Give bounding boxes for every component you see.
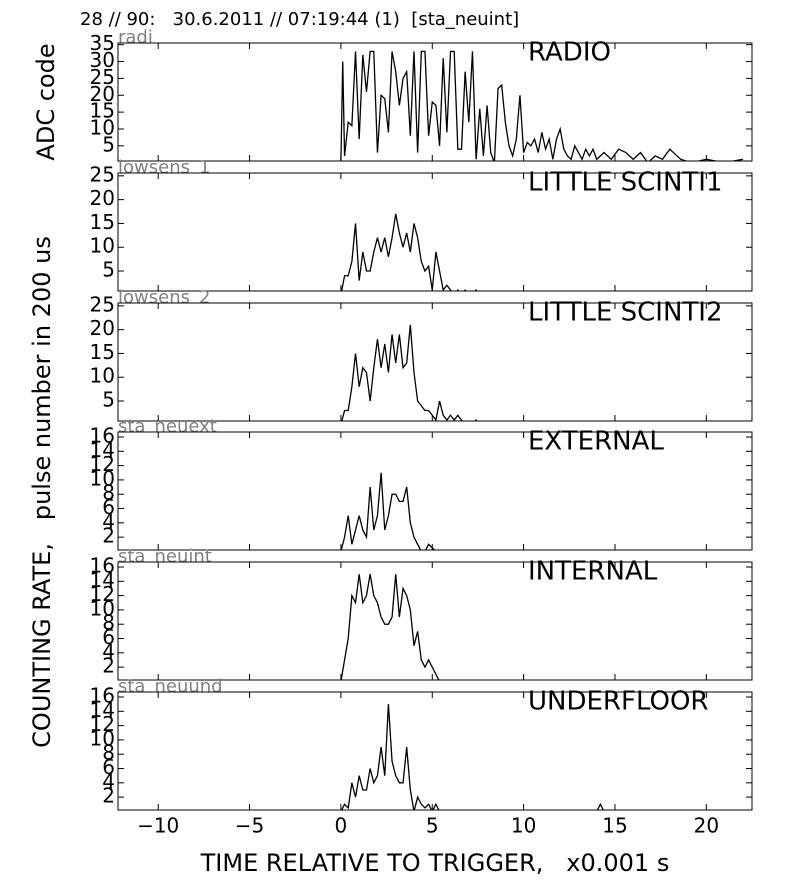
- y-tick-label: 4: [102, 769, 115, 793]
- x-tick-label: 10: [511, 814, 536, 838]
- axes-background: [118, 692, 752, 810]
- y-tick-label: 6: [102, 625, 115, 649]
- y-tick-label: 30: [90, 48, 115, 72]
- x-tick-label: 0: [335, 814, 348, 838]
- y-tick-label: 16: [90, 554, 115, 578]
- data-line: [340, 50, 743, 161]
- y-tick-label: 4: [102, 639, 115, 663]
- y-tick-label: 10: [90, 466, 115, 490]
- x-tick-label: −10: [137, 814, 179, 838]
- axes-frame: [117, 42, 753, 162]
- y-tick-label: 5: [102, 258, 115, 282]
- figure-title: 28 // 90: 30.6.2011 // 07:19:44 (1) [sta…: [80, 9, 519, 30]
- axes-background: [118, 303, 752, 421]
- axes-frame: [117, 431, 753, 551]
- panel-title: LITTLE SCINTI1: [528, 168, 723, 198]
- axes-background: [118, 173, 752, 291]
- y-tick-label: 12: [90, 452, 115, 476]
- y-tick-label: 12: [90, 712, 115, 736]
- data-line: [340, 574, 440, 680]
- panel-title: UNDERFLOOR: [528, 687, 709, 717]
- axes-background: [118, 432, 752, 550]
- y-tick-label: 4: [102, 509, 115, 533]
- y-tick-label: 5: [102, 388, 115, 412]
- y-tick-label: 25: [90, 162, 115, 186]
- y-tick-label: 16: [90, 684, 115, 708]
- x-tick-label: 5: [426, 814, 439, 838]
- data-line: [340, 704, 605, 810]
- data-line: [340, 472, 436, 550]
- y-tick-label: 6: [102, 495, 115, 519]
- y-tick-label: 25: [90, 292, 115, 316]
- y-tick-label: 8: [102, 481, 115, 505]
- axes-background: [118, 562, 752, 680]
- y-tick-label: 35: [90, 31, 115, 55]
- y-tick-label: 20: [90, 316, 115, 340]
- x-tick-label: 15: [602, 814, 627, 838]
- y-tick-label: 2: [102, 654, 115, 678]
- y-tick-label: 25: [90, 65, 115, 89]
- y-tick-label: 15: [90, 99, 115, 123]
- axes-frame: [117, 302, 753, 422]
- y-tick-label: 6: [102, 755, 115, 779]
- y-tick-label: 5: [102, 132, 115, 156]
- panel-title: EXTERNAL: [528, 427, 664, 457]
- y-tick-label: 10: [90, 726, 115, 750]
- y-tick-label: 15: [90, 210, 115, 234]
- y-tick-label: 10: [90, 234, 115, 258]
- panel-y-label: ADC code: [32, 43, 60, 160]
- y-tick-label: 2: [102, 524, 115, 548]
- y-tick-label: 10: [90, 115, 115, 139]
- y-tick-label: 10: [90, 596, 115, 620]
- y-tick-label: 14: [90, 698, 115, 722]
- y-tick-label: 20: [90, 186, 115, 210]
- y-tick-label: 14: [90, 568, 115, 592]
- y-tick-label: 16: [90, 424, 115, 448]
- y-tick-label: 10: [90, 364, 115, 388]
- y-tick-label: 15: [90, 340, 115, 364]
- data-line: [341, 324, 478, 421]
- y-tick-label: 2: [102, 784, 115, 808]
- y-tick-label: 8: [102, 611, 115, 635]
- axes-frame: [117, 691, 753, 811]
- x-tick-label: 20: [694, 814, 719, 838]
- y-tick-label: 8: [102, 741, 115, 765]
- y-tick-label: 14: [90, 438, 115, 462]
- panel-title: INTERNAL: [528, 557, 658, 587]
- y-tick-label: 12: [90, 582, 115, 606]
- y-axis-label: COUNTING RATE, pulse number in 200 us: [28, 236, 56, 748]
- data-line: [340, 213, 478, 291]
- panel-title: LITTLE SCINTI2: [528, 298, 723, 328]
- x-tick-label: −5: [235, 814, 264, 838]
- axes-frame: [117, 172, 753, 292]
- y-tick-label: 20: [90, 82, 115, 106]
- axes-background: [118, 43, 752, 161]
- axes-frame: [117, 561, 753, 681]
- panel-title: RADIO: [528, 38, 611, 68]
- x-axis-label: TIME RELATIVE TO TRIGGER, x0.001 s: [200, 849, 670, 877]
